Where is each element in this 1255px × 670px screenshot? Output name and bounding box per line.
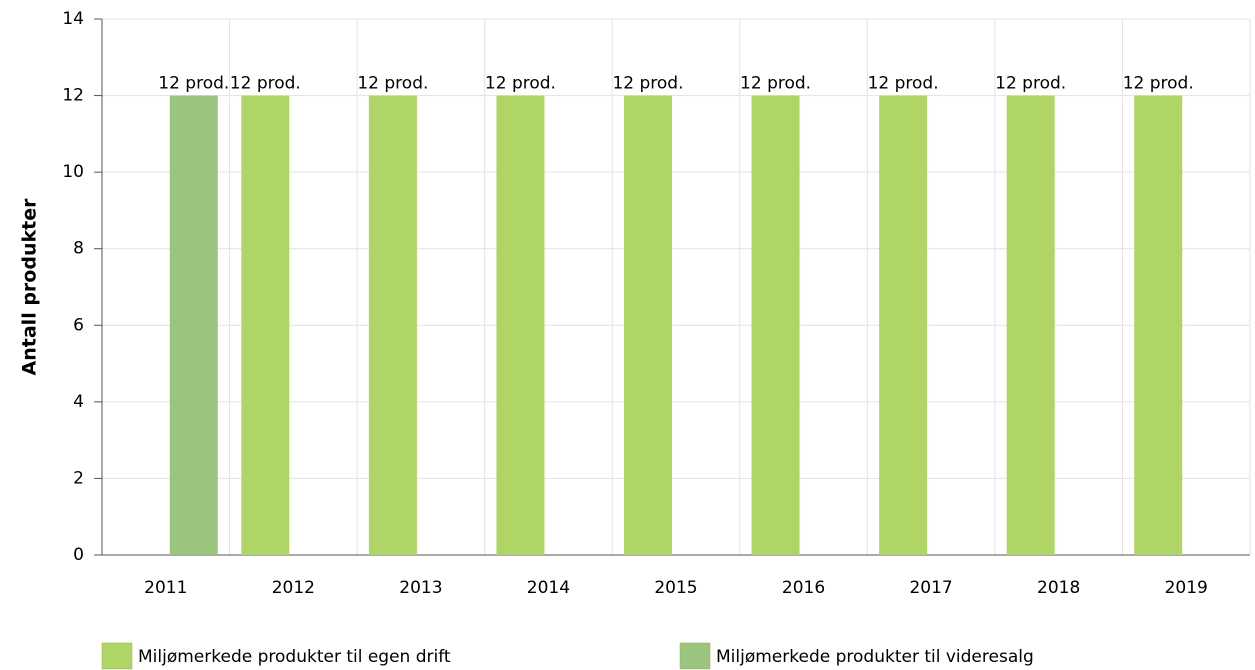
value-label: 12 prod. bbox=[868, 74, 939, 94]
x-tick-label: 2012 bbox=[272, 578, 315, 598]
y-tick-label: 2 bbox=[73, 468, 84, 488]
y-tick-label: 8 bbox=[73, 239, 84, 259]
value-label: 12 prod. bbox=[158, 74, 229, 94]
y-axis-label: Antall produkter bbox=[19, 198, 41, 376]
value-label: 12 prod. bbox=[1123, 74, 1194, 94]
bar bbox=[368, 95, 417, 556]
bar bbox=[1134, 95, 1183, 556]
value-label: 12 prod. bbox=[612, 74, 683, 94]
y-tick-label: 10 bbox=[62, 162, 84, 182]
x-tick-label: 2019 bbox=[1165, 578, 1208, 598]
value-label: 12 prod. bbox=[485, 74, 556, 94]
y-tick-label: 6 bbox=[73, 315, 84, 335]
x-tick-label: 2018 bbox=[1037, 578, 1080, 598]
bar bbox=[1006, 95, 1055, 556]
bar bbox=[241, 95, 290, 556]
legend-swatch bbox=[101, 642, 133, 670]
bar bbox=[751, 95, 800, 556]
legend-label: Miljømerkede produkter til egen drift bbox=[138, 647, 451, 667]
y-tick-label: 12 bbox=[62, 86, 84, 106]
legend-label: Miljømerkede produkter til videresalg bbox=[716, 647, 1034, 667]
x-tick-label: 2016 bbox=[782, 578, 825, 598]
x-tick-label: 2014 bbox=[527, 578, 570, 598]
bar bbox=[496, 95, 545, 556]
x-tick-label: 2017 bbox=[909, 578, 952, 598]
value-label: 12 prod. bbox=[357, 74, 428, 94]
bar bbox=[879, 95, 928, 556]
y-tick-label: 4 bbox=[73, 392, 84, 412]
bar bbox=[624, 95, 672, 556]
y-tick-label: 0 bbox=[73, 545, 84, 565]
x-tick-label: 2013 bbox=[399, 578, 442, 598]
x-tick-label: 2015 bbox=[654, 578, 697, 598]
bar bbox=[169, 95, 218, 556]
value-label: 12 prod. bbox=[230, 74, 301, 94]
legend-swatch bbox=[679, 642, 711, 670]
x-tick-label: 2011 bbox=[144, 578, 187, 598]
value-label: 12 prod. bbox=[740, 74, 811, 94]
value-label: 12 prod. bbox=[995, 74, 1066, 94]
y-tick-label: 14 bbox=[62, 9, 84, 29]
